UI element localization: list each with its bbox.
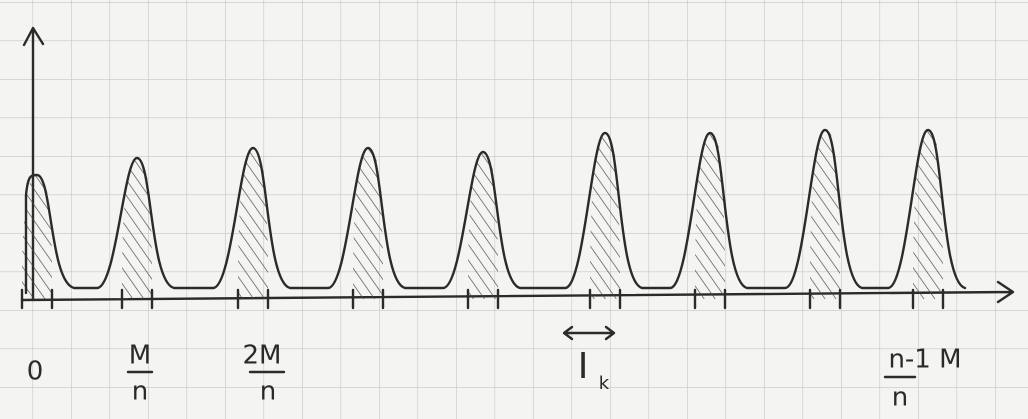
label-den: n — [132, 377, 148, 407]
label-zero: 0 — [27, 357, 44, 387]
label-den: n — [892, 383, 908, 413]
label-sub: k — [599, 373, 610, 394]
label-num: n-1 M — [888, 345, 961, 375]
label-main: I — [578, 346, 589, 387]
grid-paper — [0, 0, 1028, 419]
label-num: 2M — [243, 341, 282, 371]
label-num: M — [129, 341, 151, 371]
label-den: n — [260, 377, 276, 407]
diagram: 0 M n 2M n I k n-1 M n — [0, 0, 1028, 419]
